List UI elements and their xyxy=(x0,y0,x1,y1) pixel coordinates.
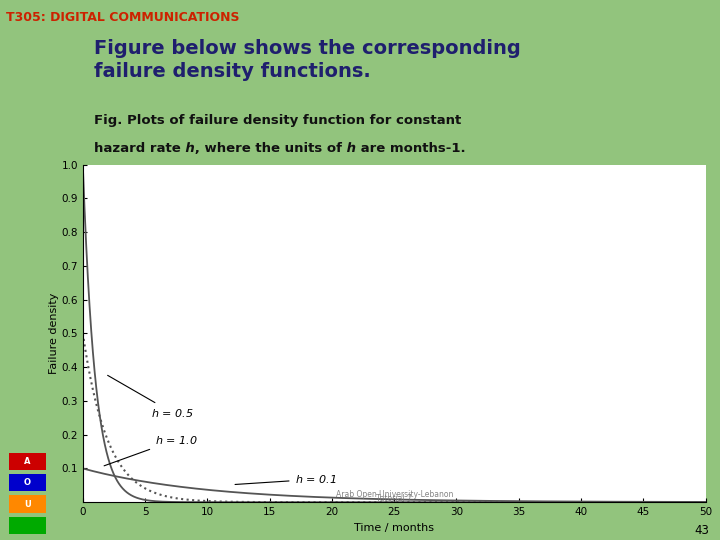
Text: Arab Open University-Lebanon: Arab Open University-Lebanon xyxy=(336,490,453,500)
Text: $h$ = 0.1: $h$ = 0.1 xyxy=(235,473,336,485)
Text: T305: DIGITAL COMMUNICATIONS: T305: DIGITAL COMMUNICATIONS xyxy=(6,11,239,24)
Text: O: O xyxy=(24,478,31,487)
Text: hazard rate ℎ, where the units of ℎ are months-1.: hazard rate ℎ, where the units of ℎ are … xyxy=(94,141,465,154)
Text: U: U xyxy=(24,500,31,509)
Bar xyxy=(9,517,46,534)
Text: Fig. Plots of failure density function for constant: Fig. Plots of failure density function f… xyxy=(94,114,461,127)
Y-axis label: Failure density: Failure density xyxy=(49,293,58,374)
X-axis label: Time / months: Time / months xyxy=(354,523,434,532)
Text: A: A xyxy=(24,457,31,466)
Text: $h$ = 1.0: $h$ = 1.0 xyxy=(104,434,197,466)
Text: $h$ = 0.5: $h$ = 0.5 xyxy=(107,375,194,418)
Text: Tutorial 7: Tutorial 7 xyxy=(377,494,412,503)
Bar xyxy=(9,495,46,513)
Bar xyxy=(9,474,46,491)
Bar xyxy=(9,453,46,470)
Text: Figure below shows the corresponding
failure density functions.: Figure below shows the corresponding fai… xyxy=(94,39,521,80)
Text: 43: 43 xyxy=(694,524,709,537)
